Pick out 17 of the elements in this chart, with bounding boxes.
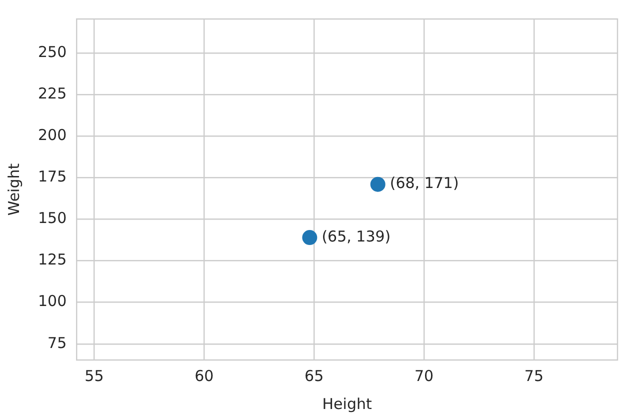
x-tick-label: 70 [414,366,434,385]
data-label: (65, 139) [322,227,391,246]
data-label: (68, 171) [390,174,459,192]
y-tick-label: 200 [38,126,67,144]
y-tick-label: 225 [38,84,67,102]
y-tick-label: 150 [38,209,67,228]
y-tick-label: 175 [38,168,67,186]
x-tick-label: 60 [194,366,214,385]
y-tick-label: 250 [38,42,67,61]
y-axis-title: Weight [4,163,23,216]
x-tick-label: 55 [84,366,104,385]
y-tick-label: 100 [38,292,67,310]
y-tick-label: 75 [48,334,67,352]
x-tick-label: 75 [524,366,544,385]
x-axis-title: Height [322,394,372,413]
x-tick-label: 65 [304,366,324,385]
y-tick-label: 125 [38,250,67,269]
